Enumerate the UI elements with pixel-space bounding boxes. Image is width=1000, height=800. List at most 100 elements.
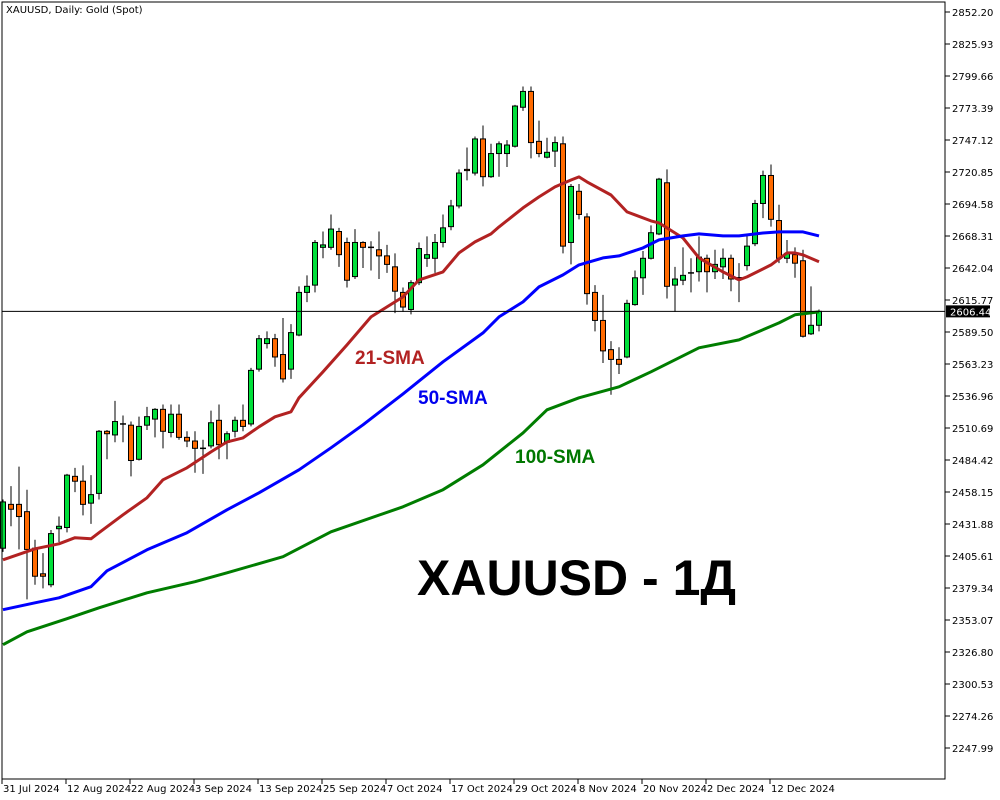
candle-body — [592, 291, 598, 321]
candle-body — [664, 182, 670, 287]
candle — [808, 286, 814, 336]
candle — [680, 247, 686, 286]
candle-body — [360, 241, 366, 248]
candle-body — [80, 480, 86, 505]
y-tick-label: 2274.26 — [952, 712, 993, 723]
candle-body — [296, 291, 302, 336]
candle — [0, 499, 6, 552]
candle-body — [416, 248, 422, 284]
candle — [120, 415, 126, 443]
candle — [424, 236, 430, 267]
sma50-label: 50-SMA — [418, 388, 488, 409]
candle — [56, 516, 62, 543]
candle — [608, 341, 614, 395]
y-tick-label: 2536.96 — [952, 392, 993, 403]
candle-body — [760, 174, 766, 204]
candle-body — [608, 349, 614, 360]
candle — [128, 421, 134, 477]
candle — [24, 489, 30, 600]
candle-body — [584, 216, 590, 295]
candle-body — [656, 178, 662, 235]
candle-body — [624, 302, 630, 358]
price-axis[interactable]: 2852.20 2825.93 2799.66 2773.39 2747.12 2720.… — [945, 8, 993, 755]
y-tick-label: 2458.15 — [952, 488, 993, 499]
candle — [96, 430, 102, 500]
candle — [256, 335, 262, 372]
candle-body — [472, 138, 478, 174]
y-tick-label: 2720.85 — [952, 168, 993, 179]
candle — [352, 229, 358, 280]
y-tick-label: 2247.99 — [952, 744, 993, 755]
candle-body — [344, 241, 350, 281]
candle — [632, 270, 638, 306]
candle — [416, 242, 422, 286]
candle-body — [640, 257, 646, 279]
candle — [624, 299, 630, 359]
candle-body — [488, 153, 494, 178]
candle-body — [328, 228, 334, 248]
candle-body — [544, 151, 550, 158]
x-tick-label: 25 Sep 2024 — [323, 784, 386, 795]
candle-body — [408, 282, 414, 310]
last-price-box — [946, 305, 990, 318]
x-tick-label: 2 Dec 2024 — [707, 784, 765, 795]
candle-body — [208, 422, 214, 447]
candle — [136, 416, 142, 461]
x-tick-label: 17 Oct 2024 — [451, 784, 513, 795]
candle — [240, 404, 246, 432]
y-tick-label: 2589.50 — [952, 328, 993, 339]
candle-body — [424, 254, 430, 259]
candle — [728, 254, 734, 292]
candle-body — [8, 503, 14, 510]
candle — [512, 104, 518, 148]
candle-body — [536, 140, 542, 155]
candle — [480, 125, 486, 187]
candle-body — [728, 257, 734, 280]
candle-body — [312, 241, 318, 286]
y-tick-label: 2431.88 — [952, 520, 993, 531]
candle-body — [512, 105, 518, 147]
sma21-label: 21-SMA — [355, 348, 425, 369]
candle-body — [768, 174, 774, 220]
candle — [528, 86, 534, 159]
y-tick-label: 2694.58 — [952, 200, 993, 211]
time-axis[interactable]: 31 Jul 2024 12 Aug 2024 22 Aug 2024 3 Sep 2… — [1, 779, 835, 795]
candle — [40, 553, 46, 589]
candle — [584, 213, 590, 305]
candles-layer — [0, 86, 822, 600]
x-tick-label: 12 Dec 2024 — [771, 784, 835, 795]
y-tick-label: 2326.80 — [952, 648, 993, 659]
candle — [472, 136, 478, 176]
candle-body — [72, 475, 78, 482]
candle — [312, 240, 318, 293]
candle — [560, 136, 566, 254]
y-tick-label: 2668.31 — [952, 232, 993, 243]
candle — [448, 199, 454, 231]
candle — [304, 275, 310, 303]
y-tick-label: 2563.23 — [952, 360, 993, 371]
y-tick-label: 2773.39 — [952, 104, 993, 115]
candle-body — [776, 220, 782, 259]
candle — [576, 183, 582, 220]
candle — [328, 214, 334, 250]
candle — [520, 86, 526, 111]
sma100-label: 100-SMA — [515, 447, 596, 468]
candle — [456, 169, 462, 209]
candle-body — [136, 425, 142, 460]
candle-body — [632, 277, 638, 306]
candle-body — [552, 142, 558, 152]
candle-body — [128, 424, 134, 462]
candle — [592, 285, 598, 332]
candle — [160, 404, 166, 449]
y-tick-label: 2353.07 — [952, 616, 993, 627]
candle — [16, 466, 22, 550]
candle-body — [376, 249, 382, 257]
candle — [376, 231, 382, 280]
candle-body — [752, 202, 758, 245]
candle — [760, 170, 766, 219]
candle-body — [272, 338, 278, 358]
candle-body — [440, 227, 446, 243]
candle — [552, 136, 558, 167]
candle-body — [480, 138, 486, 178]
